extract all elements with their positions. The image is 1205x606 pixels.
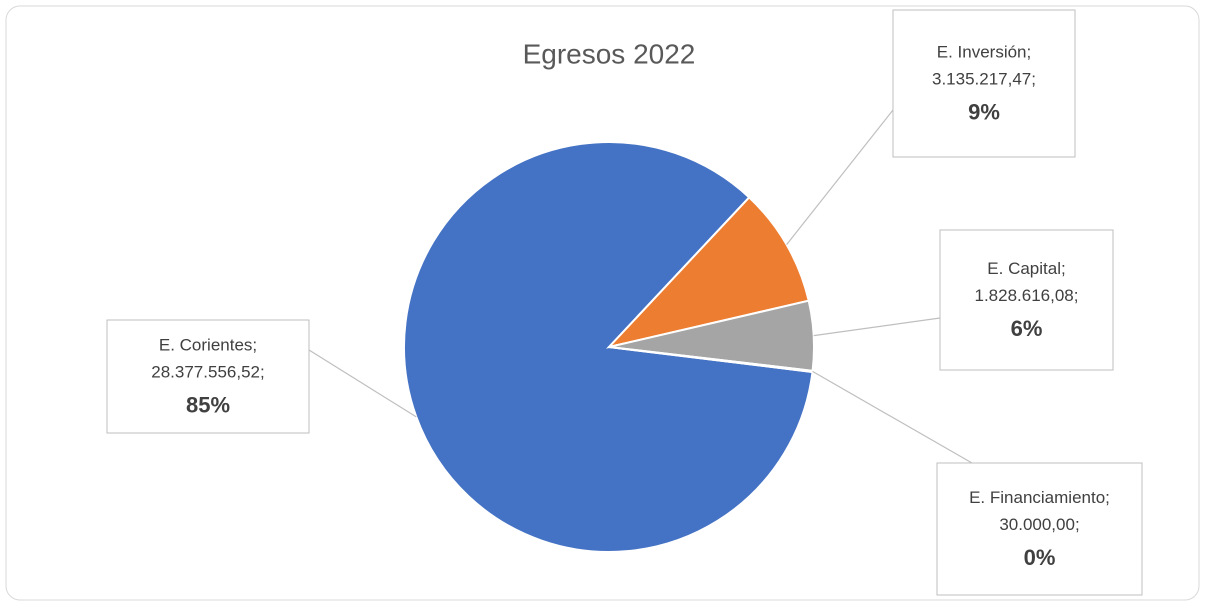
value-label: 1.828.616,08; — [975, 286, 1079, 305]
percent-label: 0% — [1024, 545, 1056, 570]
percent-label: 9% — [968, 99, 1000, 124]
label-box — [939, 229, 1114, 371]
value-label: 28.377.556,52; — [151, 363, 264, 382]
value: 28.377.556,52 — [151, 363, 260, 382]
separator: ; — [1105, 488, 1110, 507]
category-label: E. Inversión; — [937, 43, 1032, 62]
category-label: E. Capital; — [987, 259, 1065, 278]
category-label: E. Financiamiento; — [969, 488, 1110, 507]
category-name: E. Inversión — [937, 43, 1027, 62]
leader-line — [812, 370, 973, 464]
value-label: 30.000,00; — [999, 515, 1079, 534]
pie — [403, 141, 815, 553]
separator: ; — [1061, 259, 1066, 278]
category-name: E. Financiamiento — [969, 488, 1105, 507]
category-name: E. Corientes — [159, 336, 253, 355]
leader-line — [308, 349, 417, 418]
percent-label: 85% — [186, 392, 230, 417]
category-label: E. Corientes; — [159, 336, 257, 355]
value: 3.135.217,47 — [932, 70, 1031, 89]
label-box — [106, 319, 310, 434]
pie-slice — [606, 195, 810, 349]
value: 1.828.616,08 — [975, 286, 1074, 305]
label-box — [936, 462, 1143, 596]
data-labels: E. Corientes;28.377.556,52;85%E. Inversi… — [106, 9, 1143, 596]
value-label: 3.135.217,47; — [932, 70, 1036, 89]
leader-line — [813, 317, 941, 337]
separator: ; — [1031, 70, 1036, 89]
separator: ; — [1075, 515, 1080, 534]
label-box — [892, 9, 1076, 158]
separator: ; — [1027, 43, 1032, 62]
percent-label: 6% — [1011, 316, 1043, 341]
chart-title: Egresos 2022 — [523, 38, 696, 69]
separator: ; — [260, 363, 265, 382]
value: 30.000,00 — [999, 515, 1075, 534]
leader-line — [786, 109, 894, 245]
separator: ; — [252, 336, 257, 355]
separator: ; — [1074, 286, 1079, 305]
category-name: E. Capital — [987, 259, 1061, 278]
